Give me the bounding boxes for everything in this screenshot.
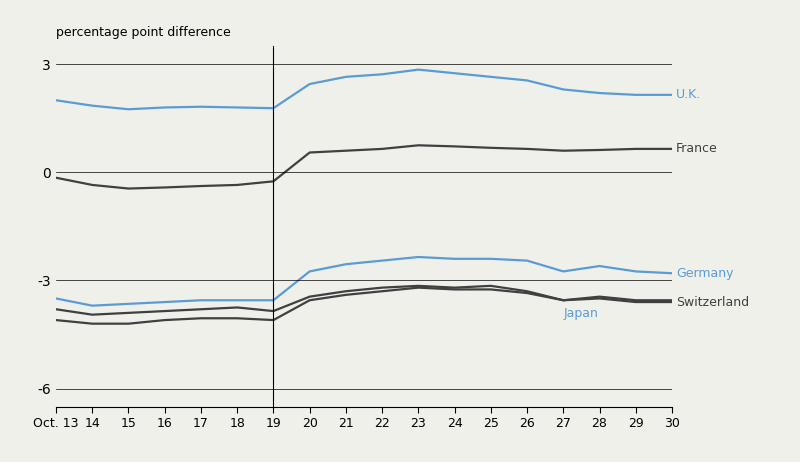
Text: Switzerland: Switzerland — [676, 296, 750, 309]
Text: U.K.: U.K. — [676, 88, 702, 101]
Text: France: France — [676, 142, 718, 155]
Text: percentage point difference: percentage point difference — [56, 26, 230, 39]
Text: Germany: Germany — [676, 267, 734, 280]
Text: Japan: Japan — [564, 307, 599, 320]
